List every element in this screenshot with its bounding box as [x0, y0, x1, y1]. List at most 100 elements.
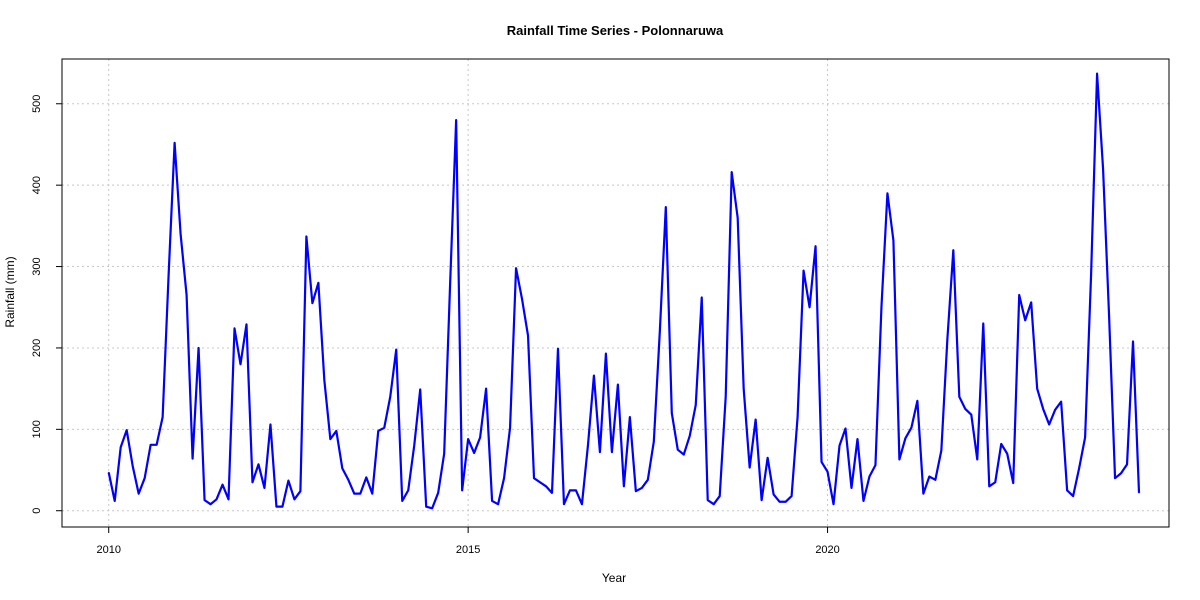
- data-point: [461, 489, 463, 491]
- data-point: [1114, 477, 1116, 479]
- data-point: [761, 499, 763, 501]
- data-point: [245, 323, 248, 325]
- data-point: [826, 471, 829, 473]
- data-point: [497, 503, 499, 505]
- data-point: [132, 465, 134, 467]
- data-point: [1132, 340, 1134, 343]
- data-point: [263, 487, 266, 489]
- data-point: [707, 499, 709, 501]
- data-point: [215, 498, 218, 500]
- y-tick-label: 300: [31, 257, 43, 275]
- data-point: [533, 477, 535, 479]
- data-point: [269, 423, 272, 426]
- data-point: [563, 503, 565, 505]
- data-point: [832, 503, 835, 505]
- x-tick-label: 2020: [815, 544, 839, 556]
- data-point: [946, 339, 948, 341]
- data-point: [491, 500, 493, 502]
- data-point: [988, 485, 990, 487]
- data-point: [437, 492, 439, 494]
- data-point: [419, 388, 421, 391]
- data-point: [126, 429, 128, 431]
- data-point: [233, 327, 236, 330]
- data-point: [593, 375, 595, 377]
- data-point: [1066, 489, 1068, 491]
- data-point: [575, 489, 577, 491]
- data-point: [371, 493, 373, 495]
- data-point: [940, 449, 942, 452]
- data-point: [599, 451, 601, 453]
- data-point: [329, 438, 331, 440]
- plot-frame: [61, 58, 1170, 528]
- data-point: [515, 267, 517, 269]
- data-point: [779, 501, 781, 503]
- data-point: [982, 322, 984, 325]
- data-point: [629, 416, 631, 418]
- data-point: [353, 493, 355, 495]
- data-point: [928, 475, 930, 478]
- data-point: [665, 206, 667, 208]
- rainfall-series-line: [107, 72, 1141, 510]
- data-point: [1072, 495, 1074, 497]
- data-point: [647, 479, 649, 481]
- data-point: [677, 449, 679, 451]
- data-point: [239, 363, 242, 365]
- data-point: [892, 239, 895, 242]
- data-point: [323, 379, 325, 382]
- data-point: [587, 445, 589, 447]
- y-tick-label: 100: [31, 420, 43, 438]
- data-point: [317, 282, 319, 284]
- data-point: [814, 245, 817, 247]
- data-point: [964, 408, 966, 410]
- data-point: [473, 452, 475, 454]
- data-point: [156, 444, 158, 446]
- data-point: [994, 481, 996, 483]
- data-point: [820, 461, 823, 463]
- data-point: [850, 487, 853, 489]
- data-point: [335, 430, 337, 432]
- data-point: [281, 506, 284, 508]
- data-point: [569, 489, 571, 491]
- data-point: [485, 388, 487, 390]
- data-point: [1096, 73, 1098, 75]
- data-point: [251, 481, 254, 483]
- data-point: [623, 485, 625, 487]
- y-tick-label: 500: [31, 95, 43, 113]
- grid: [62, 59, 1169, 527]
- data-point: [509, 427, 511, 429]
- data-point: [425, 506, 427, 508]
- data-point: [191, 458, 194, 460]
- data-point: [1000, 443, 1002, 445]
- data-point: [341, 467, 343, 469]
- data-point: [455, 119, 457, 121]
- data-point: [1084, 436, 1086, 439]
- data-point: [120, 446, 122, 448]
- series-layer: [107, 72, 1141, 510]
- data-point: [209, 503, 212, 505]
- data-point: [898, 458, 901, 461]
- data-point: [695, 404, 697, 406]
- y-tick-label: 400: [31, 176, 43, 194]
- data-point: [1030, 301, 1032, 303]
- data-point: [150, 444, 152, 446]
- data-point: [1120, 472, 1122, 474]
- data-point: [503, 477, 505, 479]
- data-point: [1108, 314, 1110, 316]
- data-point: [910, 427, 912, 429]
- data-point: [934, 479, 936, 481]
- data-point: [635, 490, 637, 492]
- data-point: [719, 495, 721, 497]
- data-point: [1018, 294, 1020, 296]
- data-point: [1036, 388, 1038, 390]
- data-point: [976, 458, 978, 461]
- data-point: [479, 436, 481, 439]
- y-tick-label: 200: [31, 339, 43, 357]
- data-point: [407, 489, 409, 491]
- data-point: [347, 479, 349, 481]
- data-point: [287, 480, 290, 482]
- x-axis: 2010 2015 2020: [96, 526, 840, 556]
- data-point: [611, 451, 613, 453]
- data-point: [605, 353, 607, 355]
- data-point: [557, 348, 559, 350]
- data-point: [174, 142, 176, 144]
